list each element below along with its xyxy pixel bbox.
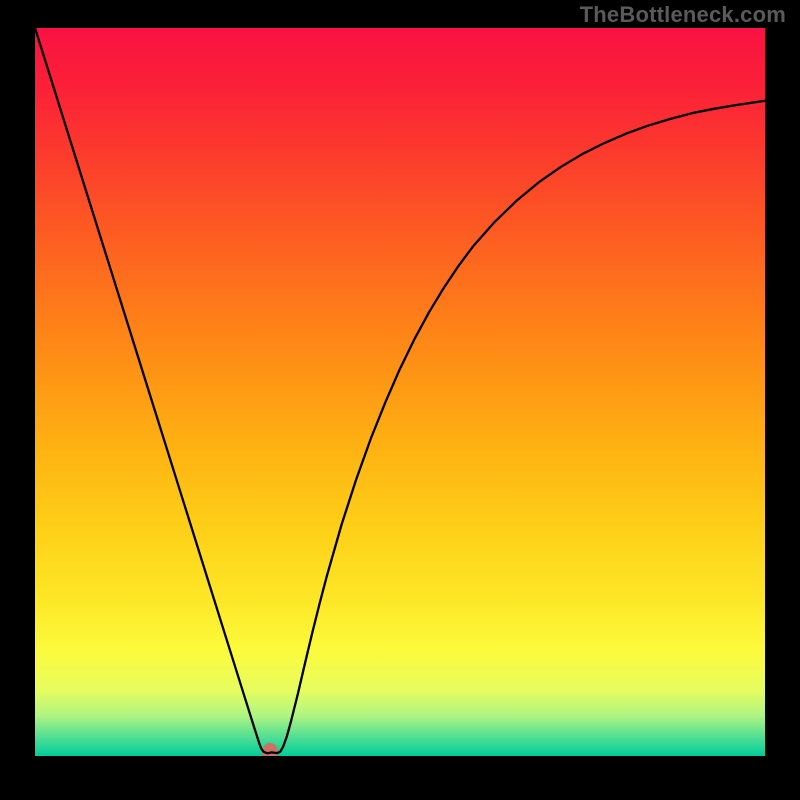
bottleneck-chart xyxy=(0,0,800,800)
figure-container: TheBottleneck.com xyxy=(0,0,800,800)
watermark-text: TheBottleneck.com xyxy=(580,2,786,28)
plot-background xyxy=(35,28,765,756)
